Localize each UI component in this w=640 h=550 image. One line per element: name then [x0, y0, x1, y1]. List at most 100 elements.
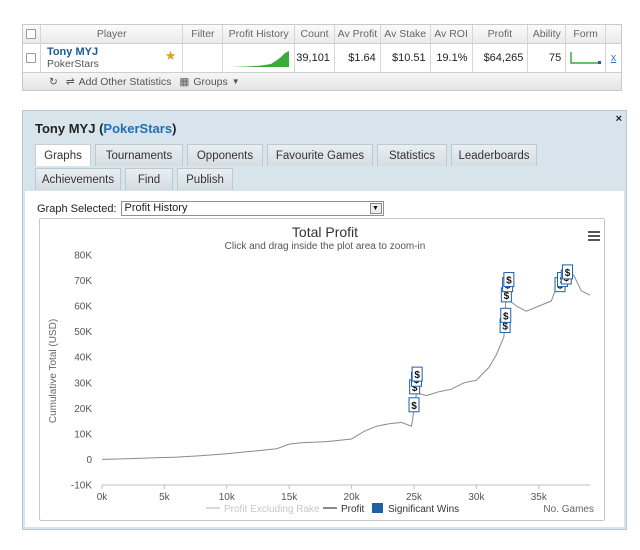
add-statistics-label: Add Other Statistics	[78, 75, 172, 88]
select-all-cell	[23, 25, 41, 43]
refresh-icon[interactable]: ↻	[49, 75, 58, 88]
svg-text:$: $	[411, 401, 417, 412]
av-stake-cell: $10.51	[381, 44, 431, 72]
y-tick-label: 80K	[74, 251, 92, 262]
x-tick-label: 35k	[531, 492, 548, 503]
profit-history-cell	[223, 44, 296, 72]
x-tick-label: 10k	[219, 492, 236, 503]
select-all-checkbox[interactable]	[26, 29, 37, 39]
svg-text:$: $	[414, 370, 420, 381]
tab-tournaments[interactable]: Tournaments	[95, 144, 183, 166]
svg-text:$: $	[412, 383, 418, 394]
col-header-av-stake[interactable]: Av Stake	[381, 25, 431, 43]
player-panel: Tony MYJ (PokerStars) × Graphs Tournamen…	[22, 110, 627, 530]
x-tick-label: 30k	[468, 492, 485, 503]
y-tick-label: 30K	[74, 378, 92, 389]
graph-selector: Graph Selected: Profit History ▼	[37, 201, 384, 216]
col-header-av-profit[interactable]: Av Profit	[335, 25, 381, 43]
svg-text:$: $	[503, 311, 509, 322]
panel-title: Tony MYJ (PokerStars)	[35, 121, 176, 136]
significant-win-marker[interactable]: $	[408, 397, 420, 413]
player-site: PokerStars	[46, 57, 99, 70]
x-axis-label: No. Games	[543, 504, 594, 515]
col-header-ability[interactable]: Ability	[528, 25, 567, 43]
chart-subtitle: Click and drag inside the plot area to z…	[225, 241, 426, 252]
panel-open-paren: (	[99, 121, 104, 136]
tab-find[interactable]: Find	[125, 168, 173, 190]
panel-site-link[interactable]: PokerStars	[103, 121, 173, 136]
col-header-profit-history[interactable]: Profit History	[223, 25, 296, 43]
profit-chart[interactable]: Total Profit Click and drag inside the p…	[39, 218, 605, 521]
col-header-form[interactable]: Form	[566, 25, 607, 43]
tab-leaderboards[interactable]: Leaderboards	[451, 144, 537, 166]
av-roi-cell: 19.1%	[431, 44, 473, 72]
y-tick-label: -10K	[71, 481, 92, 492]
tab-opponents[interactable]: Opponents	[187, 144, 263, 166]
add-statistics-button[interactable]: ⇌ Add Other Statistics	[66, 76, 172, 88]
remove-player-link[interactable]: x	[610, 52, 617, 64]
y-tick-label: 40K	[74, 353, 92, 364]
player-name-link[interactable]: Tony MYJ	[46, 45, 99, 58]
col-header-player[interactable]: Player	[41, 25, 184, 43]
av-profit-cell: $1.64	[335, 44, 381, 72]
profit-history-sparkline	[228, 51, 289, 67]
row-select-cell	[23, 44, 41, 72]
series-profit-line	[101, 266, 591, 460]
significant-win-marker[interactable]: $	[411, 366, 423, 382]
graph-select-dropdown[interactable]: Profit History ▼	[120, 201, 384, 216]
svg-text:$: $	[506, 276, 512, 287]
col-header-profit[interactable]: Profit	[473, 25, 529, 43]
player-cell: Tony MYJ PokerStars ★	[41, 44, 184, 72]
x-tick-label: 25k	[406, 492, 423, 503]
y-tick-label: 20K	[74, 404, 92, 415]
y-tick-label: 60K	[74, 302, 92, 313]
y-tick-label: 10K	[74, 429, 92, 440]
player-table: Player Filter Profit History Count Av Pr…	[22, 24, 622, 91]
tab-statistics[interactable]: Statistics	[377, 144, 447, 166]
groups-label: Groups	[193, 75, 228, 88]
significant-win-marker[interactable]: $	[562, 264, 574, 280]
graph-selected-label: Graph Selected:	[37, 202, 117, 215]
significant-win-marker[interactable]: $	[500, 307, 512, 323]
tab-achievements[interactable]: Achievements	[35, 168, 121, 190]
filter-cell[interactable]	[183, 44, 224, 72]
tab-publish[interactable]: Publish	[177, 168, 233, 190]
legend-profit-excluding-rake[interactable]: Profit Excluding Rake	[224, 504, 320, 515]
chevron-down-icon: ▼	[231, 77, 240, 86]
table-header: Player Filter Profit History Count Av Pr…	[23, 25, 621, 44]
tab-favourite-games[interactable]: Favourite Games	[267, 144, 373, 166]
chart-title: Total Profit	[292, 224, 358, 240]
chart-series	[101, 266, 591, 460]
profit-chart-svg[interactable]: Total Profit Click and drag inside the p…	[40, 219, 606, 522]
significant-win-marker[interactable]: $	[503, 272, 515, 288]
x-tick-label: 0k	[97, 492, 109, 503]
x-tick-label: 15k	[281, 492, 298, 503]
legend-significant-wins[interactable]: Significant Wins	[388, 504, 459, 515]
chart-menu-icon[interactable]	[588, 231, 600, 241]
form-cell	[566, 44, 607, 72]
svg-text:$: $	[504, 291, 510, 302]
svg-text:$: $	[565, 268, 571, 279]
favourite-star-icon[interactable]: ★	[164, 48, 177, 63]
panel-close-icon[interactable]: ×	[615, 113, 622, 125]
chevron-down-icon[interactable]: ▼	[369, 203, 382, 214]
y-tick-label: 70K	[74, 276, 92, 287]
row-checkbox[interactable]	[26, 53, 37, 63]
table-row: Tony MYJ PokerStars ★ 39,101 $1.64 $10.5…	[23, 44, 621, 72]
col-header-filter[interactable]: Filter	[183, 25, 224, 43]
col-header-remove	[606, 25, 621, 43]
legend-profit[interactable]: Profit	[341, 504, 365, 515]
graph-select-value: Profit History	[124, 202, 188, 214]
x-tick-label: 5k	[159, 492, 171, 503]
y-tick-label: 0	[86, 455, 92, 466]
legend-swatch-significant-wins	[372, 503, 383, 513]
tab-graphs[interactable]: Graphs	[35, 144, 91, 166]
significant-wins-markers[interactable]: $$$$$$$$$$$$$	[408, 264, 574, 413]
groups-icon: ▦	[179, 75, 190, 88]
groups-button[interactable]: ▦ Groups ▼	[179, 76, 239, 88]
table-footer: ↻ ⇌ Add Other Statistics ▦ Groups ▼	[23, 72, 621, 90]
form-sparkline	[569, 52, 601, 64]
profit-cell: $64,265	[473, 44, 529, 72]
col-header-av-roi[interactable]: Av ROI	[431, 25, 473, 43]
col-header-count[interactable]: Count	[295, 25, 335, 43]
